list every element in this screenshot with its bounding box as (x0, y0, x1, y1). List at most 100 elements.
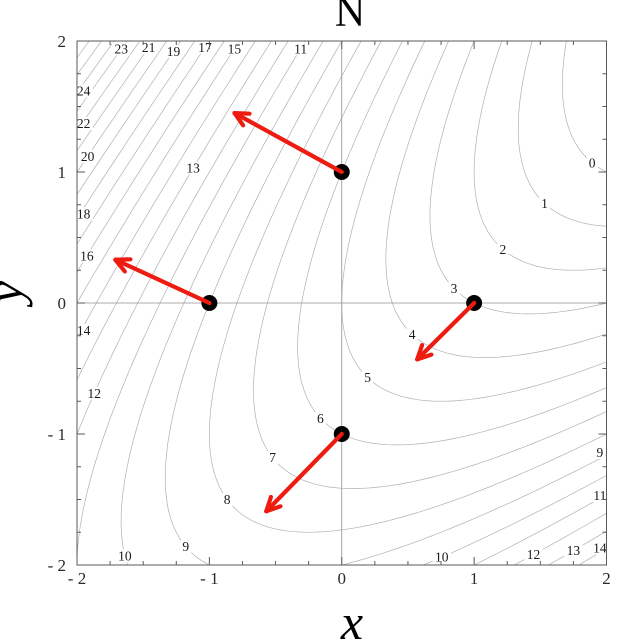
contour-label-patch (594, 445, 606, 459)
contour-label: 10 (435, 550, 449, 565)
y-tick-label: - 2 (48, 556, 66, 575)
contour-line (297, 41, 607, 446)
contour-line (429, 41, 607, 315)
gradient-arrow (415, 300, 477, 362)
contour-label: 24 (77, 83, 91, 98)
gradient-arrowhead-barb (415, 343, 425, 362)
arrows-layer (113, 110, 477, 514)
contour-label-patch (221, 493, 233, 506)
contour-line (77, 41, 182, 196)
x-tick-label: 0 (338, 569, 347, 588)
y-tick-label: - 1 (48, 425, 66, 444)
contour-line (164, 41, 607, 565)
contour-label-patch (291, 42, 310, 56)
contour-label-patch (448, 282, 460, 296)
contour-label: 0 (589, 155, 596, 170)
contour-line (77, 41, 196, 220)
contour-line (473, 41, 607, 271)
x-tick-label: - 2 (68, 569, 86, 588)
contour-label-patch (314, 411, 327, 425)
y-tick-label: 1 (58, 163, 67, 182)
y-tick-label: 2 (58, 32, 67, 51)
contour-label: 11 (593, 488, 606, 503)
contour-label: 12 (527, 547, 541, 562)
contour-label-patch (180, 540, 192, 554)
contour-line (77, 41, 607, 565)
contour-label: 14 (77, 323, 91, 338)
gradient-arrow-shaft (113, 257, 212, 306)
contour-label: 21 (142, 40, 156, 55)
contour-label: 13 (567, 543, 581, 558)
contour-label: 18 (77, 206, 91, 221)
contour-line (77, 41, 607, 565)
contour-label: 20 (81, 149, 95, 164)
y-tick-label: 0 (58, 294, 67, 313)
contour-label-patch (112, 42, 131, 56)
contour-label-patch (590, 541, 610, 555)
contour-line (562, 41, 607, 173)
contour-label-patch (183, 161, 203, 175)
contour-label-patch (266, 451, 279, 465)
contour-line (77, 41, 225, 273)
contour-label: 8 (224, 492, 231, 507)
contour-label-patch (115, 549, 135, 563)
contour-label-patch (164, 44, 183, 58)
contour-label: 3 (451, 281, 458, 296)
contour-label-patch (77, 249, 97, 263)
contour-label: 16 (80, 248, 94, 263)
contour-label-patch (225, 42, 244, 56)
plot-title: N (335, 0, 365, 36)
contour-label: 2 (499, 242, 506, 257)
contour-line (385, 41, 607, 358)
contour-label: 13 (186, 161, 200, 176)
contour-label-patch (406, 327, 418, 341)
contour-label: 6 (317, 411, 324, 426)
contour-label-patch (497, 242, 509, 256)
contour-label: 11 (294, 41, 307, 56)
contour-label-patch (74, 117, 93, 131)
y-axis-label: y (0, 280, 33, 308)
gradient-arrow-shaft (232, 110, 344, 175)
contour-label: 23 (114, 41, 128, 56)
contour-label-patch (74, 84, 93, 98)
x-axis-label: x (340, 594, 363, 644)
contour-label-patch (538, 196, 551, 210)
gradient-arrow (113, 257, 212, 306)
contour-label-patch (564, 544, 583, 558)
gradient-arrow (264, 431, 344, 514)
contour-label: 19 (167, 44, 181, 59)
contour-label-patch (590, 489, 610, 503)
contour-label: 10 (118, 548, 132, 563)
contour-line (77, 41, 210, 245)
contour-line (77, 41, 607, 565)
inner-axes-layer (77, 41, 607, 565)
contour-label-patch (139, 41, 158, 55)
contour-label-patch (586, 156, 598, 170)
contour-label: 1 (541, 196, 548, 211)
x-tick-label: 2 (602, 569, 611, 588)
contour-label-patch (85, 386, 104, 400)
contour-label-patch (78, 149, 97, 163)
gradient-arrow (232, 110, 344, 175)
x-tick-label: 1 (470, 569, 479, 588)
contour-label: 9 (182, 539, 189, 554)
contour-line (253, 41, 607, 489)
contour-label: 9 (597, 445, 604, 460)
contour-label: 14 (593, 540, 607, 555)
gradient-arrow-shaft (415, 300, 477, 362)
contour-label-patch (74, 207, 93, 221)
gradient-arrow-shaft (264, 431, 344, 514)
contour-label-patch (524, 548, 543, 562)
contour-label: 17 (198, 40, 212, 55)
gradient-arrowhead-barb (264, 494, 274, 514)
contour-line (120, 41, 607, 565)
contour-label: 22 (77, 116, 91, 131)
contour-label-patch (361, 371, 374, 385)
contour-label: 7 (269, 450, 276, 465)
x-tick-label: - 1 (200, 569, 218, 588)
contour-label: 12 (88, 386, 102, 401)
